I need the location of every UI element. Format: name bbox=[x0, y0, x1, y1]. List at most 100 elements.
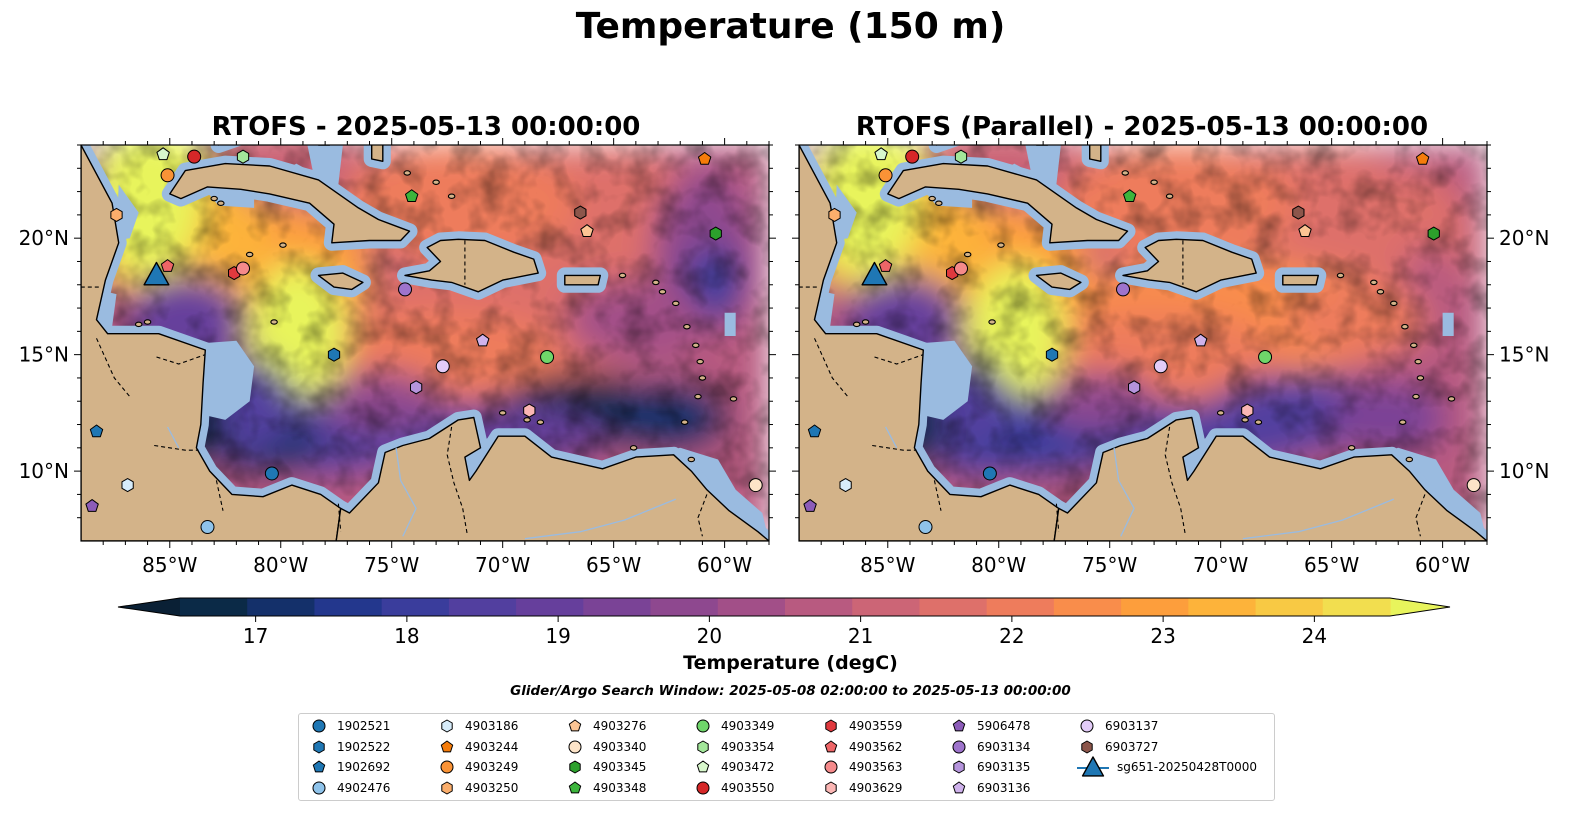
land-cuba bbox=[169, 162, 411, 244]
triangle-marker-icon bbox=[1077, 756, 1109, 777]
legend-item: 6903134 bbox=[949, 737, 1030, 757]
land-jamaica bbox=[1035, 272, 1082, 291]
colorbar-tick-label: 18 bbox=[394, 624, 419, 648]
float-marker-4903186[interactable] bbox=[839, 478, 852, 493]
colorbar-swatch bbox=[314, 598, 383, 616]
float-marker-4903276[interactable] bbox=[1298, 224, 1312, 237]
float-marker-6903137[interactable] bbox=[435, 359, 450, 374]
float-marker-6903135[interactable] bbox=[1127, 380, 1141, 395]
float-marker-4903345[interactable] bbox=[709, 226, 722, 241]
float-marker-1902522[interactable] bbox=[1045, 347, 1059, 362]
colorbar-swatch bbox=[650, 598, 719, 616]
float-marker-4903345[interactable] bbox=[1427, 226, 1440, 241]
float-marker-4903250[interactable] bbox=[828, 207, 841, 222]
float-marker-4903244[interactable] bbox=[1415, 151, 1430, 165]
float-marker-4903354[interactable] bbox=[236, 149, 250, 164]
legend-item: 4903559 bbox=[821, 716, 902, 736]
legend-label: 4903276 bbox=[593, 719, 647, 733]
legend-label: 1902521 bbox=[337, 719, 391, 733]
float-marker-1902521[interactable] bbox=[264, 466, 279, 481]
legend-label: 4903244 bbox=[465, 739, 519, 754]
float-marker-4903354[interactable] bbox=[954, 149, 968, 164]
float-marker-6903134[interactable] bbox=[1116, 282, 1131, 297]
float-marker-4903562[interactable] bbox=[878, 259, 893, 272]
float-marker-6903137[interactable] bbox=[1153, 359, 1168, 374]
float-marker-4903472[interactable] bbox=[156, 147, 170, 161]
float-marker-4902476[interactable] bbox=[918, 520, 933, 535]
land-southAmerica bbox=[335, 416, 769, 541]
legend-item: 4903345 bbox=[565, 757, 646, 777]
legend-label: 4903559 bbox=[849, 719, 903, 733]
float-marker-4903250[interactable] bbox=[110, 207, 123, 222]
legend-item: 4903249 bbox=[437, 757, 518, 777]
float-marker-6903136[interactable] bbox=[1194, 333, 1208, 347]
lon-tick-label: 75°W bbox=[364, 553, 419, 577]
legend-label: 4903249 bbox=[465, 760, 519, 774]
lon-tick-label: 85°W bbox=[860, 553, 915, 577]
float-marker-4903348[interactable] bbox=[1123, 189, 1137, 203]
float-marker-4903629[interactable] bbox=[523, 403, 536, 418]
float-marker-4903563[interactable] bbox=[954, 261, 969, 276]
float-marker-5906478[interactable] bbox=[803, 499, 817, 512]
map-panel-rtofs-parallel[interactable]: 85°W 80°W 75°W 70°W 65°W 60°W 20°N 15°N 10°N bbox=[792, 138, 1549, 577]
float-marker-4903562[interactable] bbox=[160, 259, 175, 272]
pentagon-marker-icon bbox=[696, 760, 710, 773]
figure-title: Temperature (150 m) bbox=[575, 6, 1006, 47]
colorbar-tick-label: 24 bbox=[1302, 624, 1327, 648]
float-marker-1902692[interactable] bbox=[807, 424, 822, 438]
colorbar-swatch bbox=[1053, 598, 1122, 616]
legend-label: 1902692 bbox=[337, 760, 391, 774]
pentagon-marker-icon bbox=[312, 760, 326, 773]
circle-marker-icon bbox=[312, 719, 326, 733]
float-marker-4903563[interactable] bbox=[236, 261, 251, 276]
lat-tick-label: 15°N bbox=[19, 343, 69, 367]
lon-tick-label: 60°W bbox=[1415, 553, 1470, 577]
legend-item: 1902521 bbox=[309, 716, 390, 736]
map-title-rtofs: RTOFS - 2025-05-13 00:00:00 bbox=[211, 112, 641, 142]
float-marker-6903727[interactable] bbox=[574, 205, 587, 220]
float-marker-4903550[interactable] bbox=[187, 149, 202, 164]
search-window-text: Glider/Argo Search Window: 2025-05-08 02… bbox=[510, 683, 1071, 699]
legend-label: 4902476 bbox=[337, 780, 391, 795]
float-marker-sg651-20250428T0000[interactable] bbox=[861, 261, 888, 286]
float-marker-6903134[interactable] bbox=[398, 282, 413, 297]
colorbar-swatch bbox=[919, 598, 988, 616]
float-marker-4903249[interactable] bbox=[160, 168, 175, 183]
float-marker-6903136[interactable] bbox=[476, 333, 490, 347]
colorbar-swatch bbox=[583, 598, 652, 616]
colorbar-tick-label: 20 bbox=[697, 624, 722, 648]
float-marker-4902476[interactable] bbox=[200, 520, 215, 535]
circle-marker-icon bbox=[696, 719, 710, 733]
float-marker-4903186[interactable] bbox=[121, 478, 134, 493]
float-marker-1902692[interactable] bbox=[89, 424, 104, 438]
temperature-colorbar: 17 18 19 20 21 22 23 24 bbox=[117, 597, 1451, 648]
legend-label: 6903137 bbox=[1105, 719, 1159, 733]
legend-label: 4903348 bbox=[593, 780, 647, 795]
float-marker-6903727[interactable] bbox=[1292, 205, 1305, 220]
float-marker-4903629[interactable] bbox=[1241, 403, 1254, 418]
colorbar-high-extend bbox=[1390, 598, 1450, 616]
float-marker-4903276[interactable] bbox=[580, 224, 594, 237]
legend-label: sg651-20250428T0000 bbox=[1117, 760, 1258, 774]
float-marker-4903348[interactable] bbox=[405, 189, 419, 203]
float-marker-4903340[interactable] bbox=[748, 478, 763, 493]
legend-label: 6903136 bbox=[977, 780, 1031, 795]
colorbar-swatch bbox=[180, 598, 248, 616]
map-panel-rtofs[interactable]: 85°W 80°W 75°W 70°W 65°W 60°W 20°N 15°N 10°N bbox=[19, 138, 776, 577]
colorbar-tick-label: 17 bbox=[243, 624, 268, 648]
float-marker-4903349[interactable] bbox=[1258, 349, 1273, 364]
float-marker-1902522[interactable] bbox=[327, 347, 341, 362]
float-marker-4903349[interactable] bbox=[540, 349, 555, 364]
float-marker-sg651-20250428T0000[interactable] bbox=[143, 261, 170, 286]
lat-tick-label: 20°N bbox=[19, 226, 69, 250]
float-marker-4903244[interactable] bbox=[697, 151, 712, 165]
float-marker-4903340[interactable] bbox=[1466, 478, 1481, 493]
float-marker-6903135[interactable] bbox=[409, 380, 423, 395]
legend-item: 6903137 bbox=[1077, 716, 1158, 736]
float-marker-1902521[interactable] bbox=[982, 466, 997, 481]
float-marker-5906478[interactable] bbox=[85, 499, 99, 512]
float-marker-4903249[interactable] bbox=[878, 168, 893, 183]
float-marker-4903550[interactable] bbox=[905, 149, 920, 164]
colorbar-tick-label: 23 bbox=[1150, 624, 1175, 648]
float-marker-4903472[interactable] bbox=[874, 147, 888, 161]
